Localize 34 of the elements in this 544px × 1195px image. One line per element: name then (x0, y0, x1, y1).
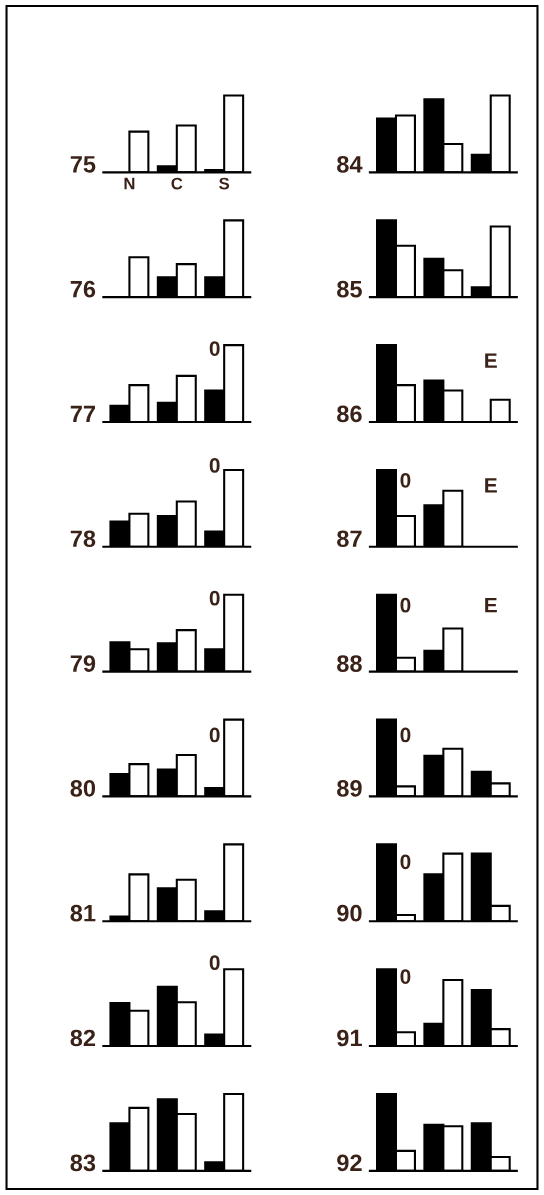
y-axis-title: 75 (70, 156, 96, 173)
x-tick-label: C (171, 177, 183, 190)
y-axis-title: 84 (337, 155, 363, 173)
annotation: 0 (400, 969, 411, 984)
y-axis-title: 85 (337, 280, 362, 298)
y-axis-title: 82 (70, 1029, 96, 1047)
annotation: 0 (209, 458, 220, 473)
y-axis-title: 90 (337, 904, 362, 922)
y-axis-title: 79 (70, 655, 96, 672)
y-axis-title: 89 (337, 780, 362, 797)
annotation: E (485, 598, 497, 613)
annotation: 0 (209, 727, 220, 743)
annotation: 0 (209, 590, 220, 606)
annotation: E (485, 478, 497, 493)
y-axis-title: 92 (337, 1154, 362, 1172)
y-axis-title: 87 (337, 530, 362, 548)
y-axis-title: 80 (70, 780, 96, 797)
y-axis-title: 77 (70, 405, 95, 423)
annotation: 0 (400, 727, 411, 743)
y-axis-title: 88 (337, 655, 362, 672)
annotation: 0 (400, 854, 411, 870)
annotation: 0 (400, 472, 411, 488)
y-axis-title: 76 (70, 280, 96, 298)
y-axis-title: 78 (70, 530, 96, 548)
y-axis-title: 83 (70, 1154, 96, 1172)
y-axis-title: 86 (337, 405, 362, 423)
x-tick-label: N (124, 177, 135, 190)
annotation: 0 (209, 955, 220, 971)
annotation: 0 (400, 597, 411, 613)
annotation: 0 (209, 341, 220, 356)
y-axis-title: 91 (337, 1029, 362, 1047)
x-tick-label: S (219, 177, 230, 190)
y-axis-title: 81 (70, 904, 96, 922)
annotation: E (485, 353, 497, 368)
